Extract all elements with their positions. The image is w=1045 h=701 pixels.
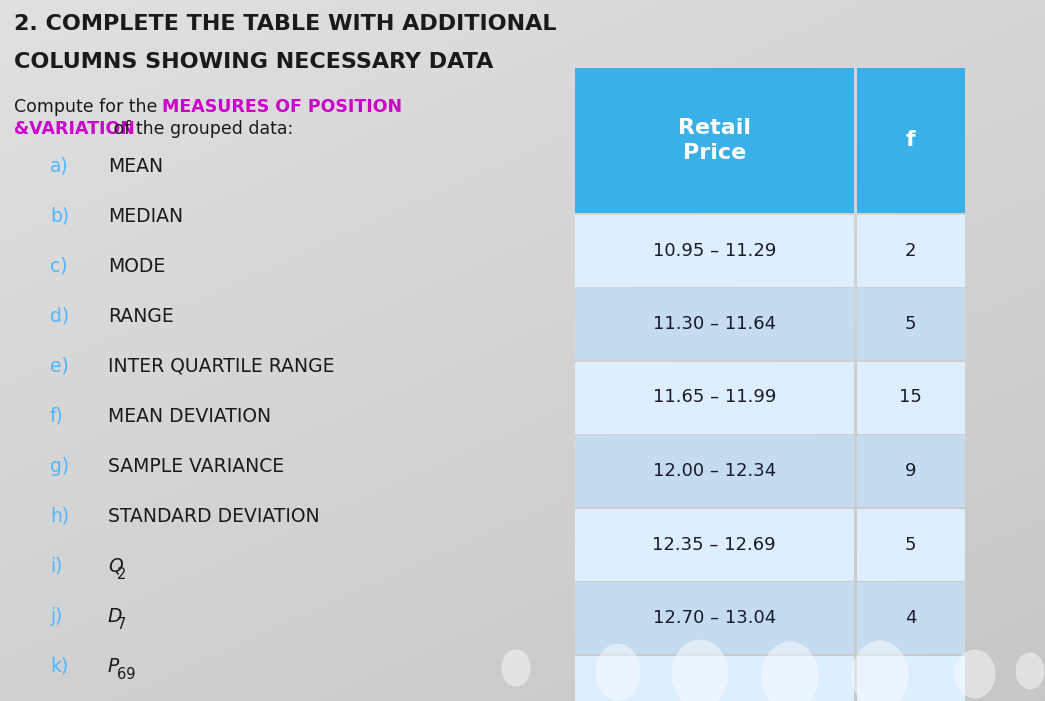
Text: c): c) [50,257,68,276]
Text: STANDARD DEVIATION: STANDARD DEVIATION [108,507,320,526]
Text: 12.70 – 13.04: 12.70 – 13.04 [653,609,775,627]
Ellipse shape [955,650,995,698]
Text: j): j) [50,607,63,626]
Text: RANGE: RANGE [108,307,173,326]
Text: f): f) [50,407,64,426]
Text: MEASURES OF POSITION: MEASURES OF POSITION [162,98,402,116]
FancyBboxPatch shape [575,655,854,701]
FancyBboxPatch shape [575,435,854,507]
Text: g): g) [50,457,69,476]
FancyBboxPatch shape [857,68,965,213]
Text: Compute for the: Compute for the [14,98,163,116]
Text: 12.00 – 12.34: 12.00 – 12.34 [653,462,775,480]
FancyBboxPatch shape [857,288,965,360]
Text: 11.65 – 11.99: 11.65 – 11.99 [652,388,776,407]
FancyBboxPatch shape [857,582,965,654]
Text: 15: 15 [900,388,922,407]
Text: 5: 5 [905,315,916,333]
Text: 5: 5 [905,536,916,554]
Text: 10.95 – 11.29: 10.95 – 11.29 [652,242,776,259]
FancyBboxPatch shape [575,288,854,360]
Text: 12.35 – 12.69: 12.35 – 12.69 [652,536,776,554]
Text: P: P [108,657,119,676]
Text: 7: 7 [117,617,126,632]
FancyBboxPatch shape [857,215,965,287]
Ellipse shape [852,641,908,701]
Text: of the grouped data:: of the grouped data: [108,120,294,138]
FancyBboxPatch shape [575,508,854,580]
Text: COLUMNS SHOWING NECESSARY DATA: COLUMNS SHOWING NECESSARY DATA [14,52,493,72]
FancyBboxPatch shape [857,655,965,701]
FancyBboxPatch shape [575,215,854,287]
Text: i): i) [50,557,63,576]
Text: 9: 9 [905,462,916,480]
Text: d): d) [50,307,69,326]
Text: f: f [906,130,915,151]
Text: Retail
Price: Retail Price [678,118,750,163]
Ellipse shape [672,640,728,701]
Text: 2: 2 [117,567,126,582]
Text: INTER QUARTILE RANGE: INTER QUARTILE RANGE [108,357,334,376]
Text: MEAN DEVIATION: MEAN DEVIATION [108,407,271,426]
Text: k): k) [50,657,68,676]
Ellipse shape [762,642,818,701]
Text: a): a) [50,157,69,176]
FancyBboxPatch shape [575,68,854,213]
Text: D: D [108,607,122,626]
Text: 11.30 – 11.64: 11.30 – 11.64 [653,315,775,333]
Ellipse shape [596,644,640,700]
Text: b): b) [50,207,69,226]
Text: 2. COMPLETE THE TABLE WITH ADDITIONAL: 2. COMPLETE THE TABLE WITH ADDITIONAL [14,14,557,34]
Text: h): h) [50,507,69,526]
Text: &VARIATION: &VARIATION [14,120,135,138]
FancyBboxPatch shape [857,362,965,433]
FancyBboxPatch shape [575,582,854,654]
Text: MEDIAN: MEDIAN [108,207,183,226]
Text: 4: 4 [905,609,916,627]
FancyBboxPatch shape [857,508,965,580]
Text: MODE: MODE [108,257,165,276]
Ellipse shape [1016,653,1044,689]
Text: e): e) [50,357,69,376]
FancyBboxPatch shape [857,435,965,507]
FancyBboxPatch shape [575,362,854,433]
Ellipse shape [502,650,530,686]
Text: 2: 2 [905,242,916,259]
Text: SAMPLE VARIANCE: SAMPLE VARIANCE [108,457,284,476]
Text: MEAN: MEAN [108,157,163,176]
Text: 69: 69 [117,667,135,682]
Text: Q: Q [108,557,122,576]
